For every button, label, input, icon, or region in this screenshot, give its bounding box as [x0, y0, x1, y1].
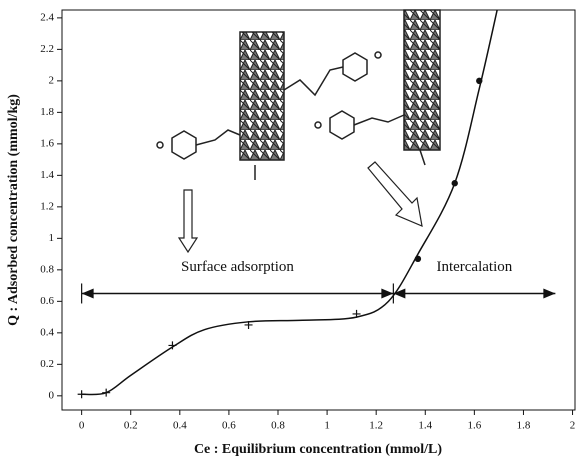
- y-tick-label: 0.4: [40, 326, 54, 338]
- x-tick-label: 1.8: [517, 420, 531, 432]
- y-tick-label: 0.2: [40, 358, 54, 370]
- y-tick-label: 1: [49, 232, 55, 244]
- y-tick-label: 1.2: [40, 200, 54, 212]
- data-point: [77, 390, 86, 399]
- y-tick-label: 0.6: [40, 295, 54, 307]
- x-tick-label: 0: [79, 420, 85, 432]
- region-label: Intercalation: [436, 259, 512, 275]
- y-tick-label: 1.8: [40, 106, 54, 118]
- x-tick-label: 0.6: [222, 420, 236, 432]
- y-tick-label: 2: [49, 74, 55, 86]
- x-tick-label: 0.8: [271, 420, 285, 432]
- fit-curve: [81, 10, 498, 396]
- data-point: [414, 255, 422, 263]
- y-tick-label: 2.4: [40, 11, 54, 23]
- data-point: [168, 341, 177, 350]
- x-tick-label: 1.4: [418, 420, 432, 432]
- arrow: [177, 161, 423, 254]
- y-axis-label: Q : Adsorbed concentration (mmol/kg): [6, 94, 21, 326]
- x-tick-label: 0.4: [173, 420, 187, 432]
- x-tick-label: 1.6: [467, 420, 481, 432]
- illustration: [156, 9, 441, 180]
- y-tick-label: 0: [49, 389, 55, 401]
- y-tick-label: 0.8: [40, 263, 54, 275]
- region-label: Surface adsorption: [181, 259, 294, 275]
- data-point: [476, 77, 483, 85]
- x-axis-label: Ce : Equilibrium concentration (mmol/L): [194, 442, 442, 457]
- data-point: [244, 320, 253, 329]
- x-tick-label: 0.2: [124, 420, 138, 432]
- x-tick-label: 1: [324, 420, 330, 432]
- x-tick-label: 1.2: [369, 420, 383, 432]
- y-tick-label: 2.2: [40, 43, 54, 55]
- data-point: [352, 309, 361, 318]
- data-point: [451, 180, 458, 187]
- x-tick-label: 2: [570, 420, 576, 432]
- plot-frame: [61, 9, 576, 411]
- y-tick-label: 1.6: [40, 137, 54, 149]
- plot-area: [77, 10, 498, 399]
- y-tick-label: 1.4: [40, 169, 54, 181]
- data-point: [102, 388, 111, 397]
